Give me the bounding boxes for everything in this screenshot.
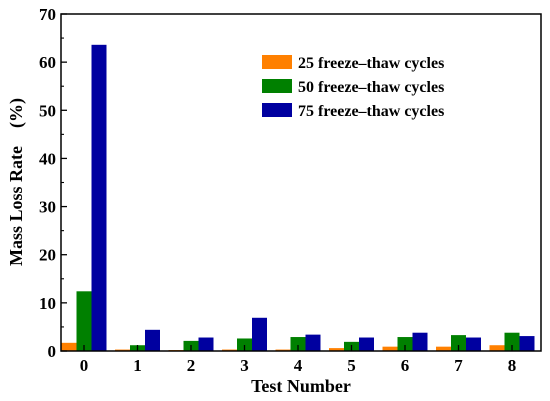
bar-series-3-cat-2 (198, 337, 214, 351)
bar-series-3-cat-8 (519, 336, 535, 351)
x-axis-label: Test Number (251, 376, 351, 396)
bar-series-2-cat-7 (451, 335, 466, 351)
bar-series-1-cat-7 (436, 346, 451, 351)
bar-series-3-cat-4 (305, 334, 321, 351)
x-tick-label: 0 (80, 356, 89, 375)
legend-label-3: 75 freeze–thaw cycles (298, 103, 444, 120)
legend-swatch-1 (262, 55, 292, 69)
legend-swatch-3 (262, 103, 292, 117)
bar-series-2-cat-0 (76, 291, 92, 351)
x-tick-label: 6 (401, 356, 410, 375)
bar-series-1-cat-0 (61, 342, 77, 351)
bar-series-3-cat-5 (359, 337, 374, 351)
y-tick-label: 10 (39, 294, 56, 313)
bar-series-2-cat-4 (290, 337, 306, 351)
bar-series-2-cat-8 (504, 332, 520, 351)
legend-label-2: 50 freeze–thaw cycles (298, 79, 444, 96)
bar-series-3-cat-1 (145, 329, 160, 351)
x-tick-label: 8 (508, 356, 517, 375)
bars-layer (61, 44, 535, 351)
x-tick-label: 5 (347, 356, 356, 375)
bar-series-1-cat-6 (382, 346, 398, 351)
bar-series-1-cat-5 (329, 348, 344, 351)
x-tick-label: 3 (240, 356, 249, 375)
y-tick-label: 40 (39, 149, 56, 168)
legend: 25 freeze–thaw cycles 50 freeze–thaw cycl… (262, 55, 444, 120)
bar-series-3-cat-6 (412, 332, 428, 351)
bar-series-2-cat-6 (397, 337, 413, 351)
y-tick-label: 0 (48, 342, 57, 361)
ticks-layer: 0 10 20 30 40 50 60 70 0 1 2 3 4 5 6 7 8 (39, 5, 516, 375)
bar-series-3-cat-0 (91, 44, 107, 351)
y-tick-label: 60 (39, 53, 56, 72)
bar-series-3-cat-3 (252, 317, 267, 351)
y-tick-label: 70 (39, 5, 56, 24)
y-axis-label: Mass Loss Rate (%) (6, 98, 27, 266)
y-tick-label: 30 (39, 198, 56, 217)
x-tick-label: 7 (454, 356, 463, 375)
y-tick-label: 20 (39, 246, 56, 265)
bar-series-2-cat-3 (237, 338, 252, 351)
x-tick-label: 1 (133, 356, 142, 375)
y-tick-label: 50 (39, 101, 56, 120)
bar-series-1-cat-8 (489, 345, 505, 351)
x-tick-label: 2 (187, 356, 196, 375)
legend-swatch-2 (262, 79, 292, 93)
bar-series-3-cat-7 (466, 337, 481, 351)
x-tick-label: 4 (294, 356, 303, 375)
legend-label-1: 25 freeze–thaw cycles (298, 55, 444, 72)
